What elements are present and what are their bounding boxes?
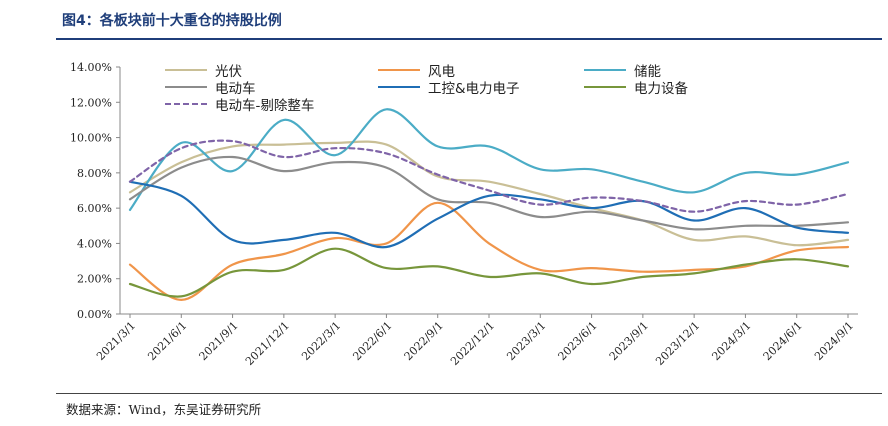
legend-item: 电动车-剔除整车 [165,94,314,114]
chart-axes [116,66,858,318]
y-tick-label: 0.00% [77,308,112,321]
x-tick-label: 2021/12/1 [243,319,292,368]
y-tick-label: 6.00% [77,202,112,215]
series-line-6 [128,247,850,298]
source-rule [56,393,882,394]
legend-label: 储能 [634,64,661,80]
legend-item: 储能 [584,60,661,80]
legend-label: 电力设备 [634,81,688,97]
figure-title: 图4：各板块前十大重仓的持股比例 [62,13,282,29]
x-tick-labels: 2021/3/1 2021/6/1 2021/9/1 2021/12/1 2022/3/… [94,319,856,368]
x-tick-label: 2023/9/1 [607,319,651,363]
x-tick-label: 2022/6/1 [350,319,394,363]
x-tick-label: 2022/12/1 [448,319,497,368]
x-tick-label: 2023/3/1 [504,319,548,363]
legend-item: 风电 [378,60,455,80]
x-tick-label: 2021/9/1 [197,319,241,363]
series-line-3 [128,108,850,211]
x-tick-label: 2024/6/1 [761,319,805,363]
legend-label: 光伏 [215,64,242,80]
x-tick-label: 2024/3/1 [709,319,753,363]
y-tick-label: 12.00% [70,96,112,109]
x-tick-label: 2024/9/1 [812,319,856,363]
legend-swatch [165,86,207,88]
y-tick-labels: 0.00% 2.00% 4.00% 6.00% 8.00% 10.00% 12.00% 14.… [70,61,112,321]
legend-swatch [378,69,420,71]
legend-swatch [584,86,626,88]
legend-label: 风电 [428,64,455,80]
x-tick-label: 2023/6/1 [556,319,600,363]
x-tick-label: 2021/6/1 [145,319,189,363]
y-tick-label: 4.00% [77,237,112,250]
legend-item: 工控&电力电子 [378,77,520,97]
source-note: 数据来源：Wind，东吴证券研究所 [66,402,262,417]
x-tick-label: 2022/9/1 [402,319,446,363]
legend-item: 电动车 [165,77,256,97]
series-line-5 [128,180,850,249]
legend-swatch [165,69,207,71]
x-tick-label: 2021/3/1 [94,319,138,363]
x-tick-label: 2022/3/1 [299,319,343,363]
legend-label: 电动车 [215,81,256,97]
legend-item: 电力设备 [584,77,688,97]
legend-label: 工控&电力电子 [428,81,520,97]
legend-item: 光伏 [165,60,242,80]
y-tick-label: 14.00% [70,61,112,74]
legend-label: 电动车-剔除整车 [215,98,315,114]
y-tick-label: 8.00% [77,167,112,180]
legend-swatch [165,103,207,105]
chart-lines [128,108,850,301]
y-tick-label: 2.00% [77,273,112,286]
series-line-2 [128,201,850,301]
series-line-7 [128,139,850,213]
legend-swatch [378,86,420,88]
title-rule [56,38,882,40]
x-tick-label: 2023/12/1 [653,319,702,368]
series-line-4 [128,155,850,231]
legend-swatch [584,69,626,71]
y-tick-label: 10.00% [70,132,112,145]
